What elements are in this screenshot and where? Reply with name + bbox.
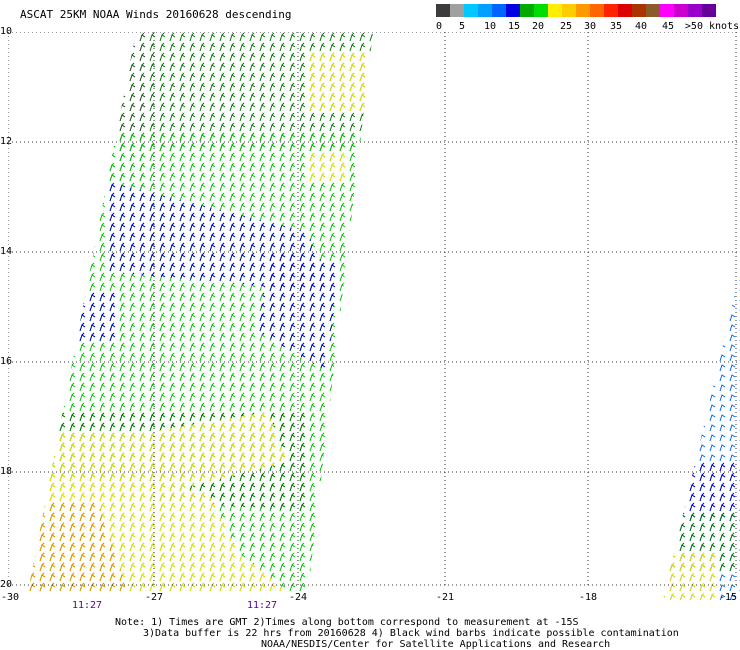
legend-swatch: [492, 4, 506, 17]
legend-swatch: [450, 4, 464, 17]
legend-swatch: [562, 4, 576, 17]
legend-swatch: [576, 4, 590, 17]
legend-swatch: [618, 4, 632, 17]
legend-label: 0: [435, 21, 443, 32]
y-tick-label: -12: [0, 136, 12, 147]
wind-barb-map: [8, 32, 740, 600]
legend-swatch: [590, 4, 604, 17]
y-tick-label: -20: [0, 579, 12, 590]
legend-swatch: [604, 4, 618, 17]
legend-swatch: [646, 4, 660, 17]
swath-west: [28, 32, 373, 592]
legend-label: 15: [507, 21, 521, 32]
x-tick-label: -24: [288, 592, 308, 603]
legend-swatch: [506, 4, 520, 17]
legend-label: 25: [559, 21, 573, 32]
legend-swatch: [520, 4, 534, 17]
x-tick-label: -18: [578, 592, 598, 603]
legend-swatch: [632, 4, 646, 17]
time-label: 11:27: [246, 600, 278, 611]
y-tick-label: -18: [0, 466, 12, 477]
y-tick-label: -16: [0, 356, 12, 367]
legend-swatch: [534, 4, 548, 17]
legend-label: 20: [531, 21, 545, 32]
note-line-3: NOAA/NESDIS/Center for Satellite Applica…: [261, 639, 611, 650]
x-tick-label: -30: [0, 592, 20, 603]
x-tick-label: -27: [144, 592, 164, 603]
x-tick-label: -21: [435, 592, 455, 603]
legend-label: 30: [583, 21, 597, 32]
time-label: 11:27: [71, 600, 103, 611]
legend-swatch: [548, 4, 562, 17]
x-tick-label: -15: [718, 592, 738, 603]
map-title: ASCAT 25KM NOAA Winds 20160628 descendin…: [20, 8, 292, 21]
y-tick-label: -10: [0, 26, 12, 37]
legend-label: 35: [609, 21, 623, 32]
wind-speed-legend: 0 5 10 15 20 25 30 35 40 45 >50 knots: [435, 4, 740, 36]
legend-swatch: [478, 4, 492, 17]
legend-label: 45: [661, 21, 675, 32]
legend-swatch: [436, 4, 450, 17]
legend-swatch: [688, 4, 702, 17]
grid: [8, 32, 740, 586]
legend-swatch: [674, 4, 688, 17]
legend-swatch: [660, 4, 674, 17]
legend-label: 5: [458, 21, 466, 32]
legend-label: >50 knots: [684, 21, 740, 32]
legend-label: 40: [634, 21, 648, 32]
note-line-1: Note: 1) Times are GMT 2)Times along bot…: [115, 617, 579, 628]
legend-swatch: [464, 4, 478, 17]
legend-swatch: [702, 4, 716, 17]
y-tick-label: -14: [0, 246, 12, 257]
note-line-2: 3)Data buffer is 22 hrs from 20160628 4)…: [143, 628, 679, 639]
swath-east: [663, 272, 740, 600]
legend-label: 10: [483, 21, 497, 32]
